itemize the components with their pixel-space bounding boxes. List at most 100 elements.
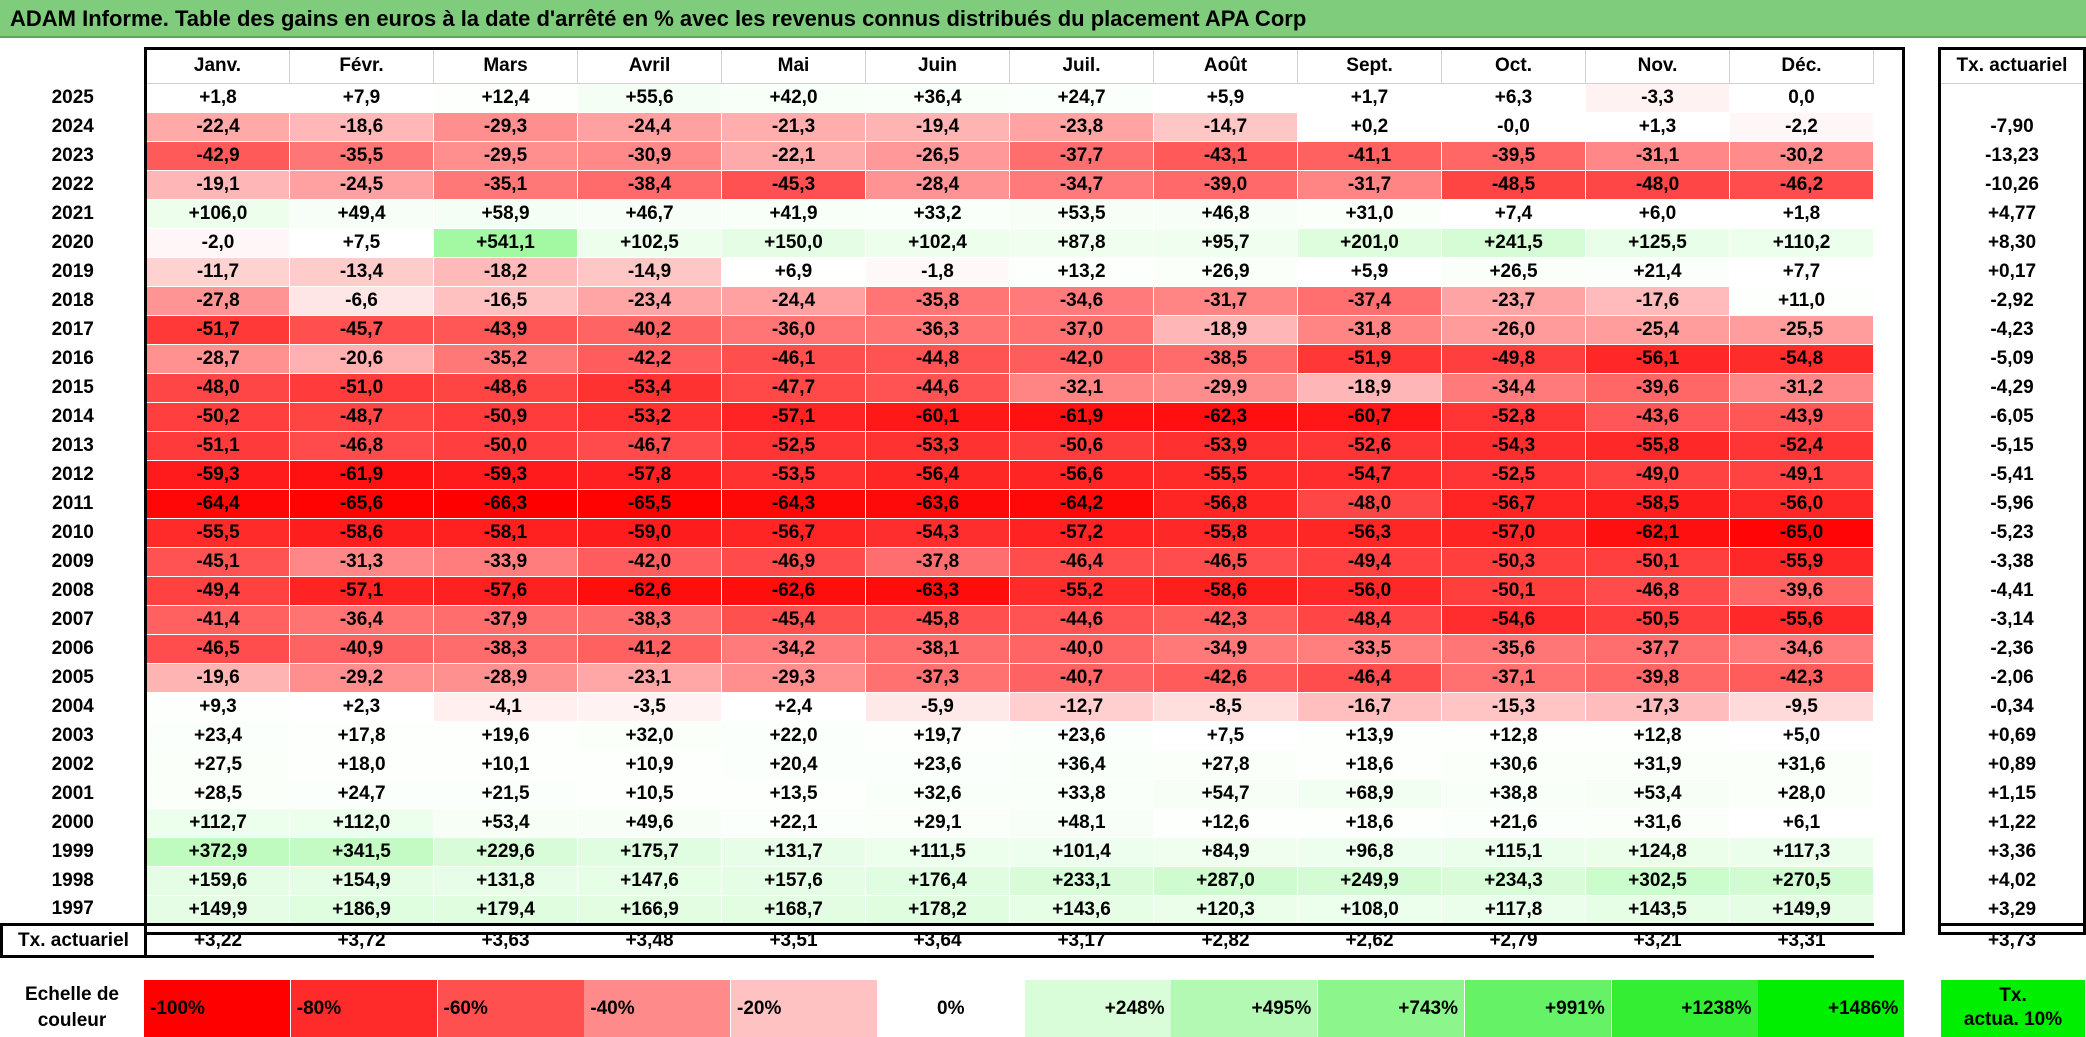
year-label: 2017: [1, 315, 147, 345]
tx-value: -13,23: [1938, 141, 2086, 171]
gain-cell: +53,4: [1585, 779, 1730, 809]
year-label: 2006: [1, 634, 147, 664]
gain-cell: -9,5: [1729, 692, 1874, 722]
gain-cell: +21,6: [1441, 808, 1586, 838]
year-label: 1999: [1, 837, 147, 867]
gain-cell: -26,0: [1441, 315, 1586, 345]
gain-cell: +1,8: [145, 83, 290, 113]
footer-tx-value: +2,79: [1441, 923, 1586, 958]
color-scale-swatch: -20%: [731, 980, 877, 1037]
gain-cell: +131,7: [721, 837, 866, 867]
gain-cell: +149,9: [145, 895, 290, 925]
gain-cell: -41,1: [1297, 141, 1442, 171]
gain-cell: +179,4: [433, 895, 578, 925]
gain-cell: -56,8: [1153, 489, 1298, 519]
gain-cell: +10,1: [433, 750, 578, 780]
tx-value: -4,23: [1938, 315, 2086, 345]
report-title: ADAM Informe. Table des gains en euros à…: [0, 0, 2086, 38]
gain-cell: -46,2: [1729, 170, 1874, 200]
gain-cell: -56,7: [721, 518, 866, 548]
year-row: 2004 +9,3 +2,3 -4,1 -3,5 +2,4 -5,9 -12,7 -8,5 -16…: [1, 692, 1874, 722]
year-label: 2013: [1, 431, 147, 461]
tx-value: +3,36: [1938, 837, 2086, 867]
gain-cell: +84,9: [1153, 837, 1298, 867]
gain-cell: -58,5: [1585, 489, 1730, 519]
gain-cell: +147,6: [577, 866, 722, 896]
gain-cell: -57,6: [433, 576, 578, 606]
gain-cell: -60,7: [1297, 402, 1442, 432]
gain-cell: -45,4: [721, 605, 866, 635]
tx-value: -4,29: [1938, 373, 2086, 403]
gain-cell: -62,6: [721, 576, 866, 606]
gain-cell: +117,3: [1729, 837, 1874, 867]
year-row: 2013 -51,1 -46,8 -50,0 -46,7 -52,5 -53,3 -50,6-…: [1, 431, 1874, 461]
gain-cell: -37,8: [865, 547, 1010, 577]
gain-cell: -42,9: [145, 141, 290, 171]
gain-cell: -37,4: [1297, 286, 1442, 316]
gain-cell: +26,9: [1153, 257, 1298, 287]
gain-cell: +131,8: [433, 866, 578, 896]
tx-value: +3,29: [1938, 895, 2086, 925]
gain-cell: +7,9: [289, 83, 434, 113]
gain-cell: +19,6: [433, 721, 578, 751]
gain-cell: -14,9: [577, 257, 722, 287]
tx-value: -5,09: [1938, 344, 2086, 374]
gain-cell: -42,0: [1009, 344, 1154, 374]
gain-cell: -57,2: [1009, 518, 1154, 548]
gain-cell: -38,3: [577, 605, 722, 635]
month-header: Mars: [433, 47, 578, 84]
gain-cell: +143,5: [1585, 895, 1730, 925]
gain-cell: -0,0: [1441, 112, 1586, 142]
tx-value: -10,26: [1938, 170, 2086, 200]
gain-cell: +241,5: [1441, 228, 1586, 258]
gain-cell: -14,7: [1153, 112, 1298, 142]
gain-cell: -35,6: [1441, 634, 1586, 664]
gain-cell: -53,2: [577, 402, 722, 432]
month-header: Juin: [865, 47, 1010, 84]
gain-cell: -49,0: [1585, 460, 1730, 490]
tx-value: -5,41: [1938, 460, 2086, 490]
gain-cell: -34,7: [1009, 170, 1154, 200]
year-row: 2014 -50,2 -48,7 -50,9 -53,2 -57,1 -60,1 -61,9-…: [1, 402, 1874, 432]
gain-cell: -23,1: [577, 663, 722, 693]
gain-cell: -48,4: [1297, 605, 1442, 635]
gain-cell: -54,3: [865, 518, 1010, 548]
tx-scale-line2: actua. 10%: [1963, 1009, 2063, 1030]
color-scale-swatch: -80%: [290, 980, 437, 1037]
gain-cell: -64,2: [1009, 489, 1154, 519]
gain-cell: -31,2: [1729, 373, 1874, 403]
gain-cell: +21,5: [433, 779, 578, 809]
gain-cell: -28,9: [433, 663, 578, 693]
gain-cell: -28,7: [145, 344, 290, 374]
tx-value: -6,05: [1938, 402, 2086, 432]
footer-row: Tx. actuariel +3,22 +3,72 +3,63 +3,48 +3,51 +…: [0, 923, 1874, 958]
tx-value: +1,15: [1938, 779, 2086, 809]
year-row: 2011 -64,4 -65,6 -66,3 -65,5 -64,3 -63,6 -64,2-…: [1, 489, 1874, 519]
gain-cell: -38,4: [577, 170, 722, 200]
year-row: 1997 +149,9 +186,9 +179,4 +166,9 +168,7 +178,2…: [1, 895, 1874, 925]
gain-cell: -56,1: [1585, 344, 1730, 374]
gain-cell: +28,5: [145, 779, 290, 809]
gain-cell: -18,2: [433, 257, 578, 287]
gain-cell: -65,5: [577, 489, 722, 519]
gain-cell: +229,6: [433, 837, 578, 867]
color-scale-label-line2: couleur: [37, 1010, 107, 1031]
color-scale-label: Echelle de couleur: [0, 980, 144, 1037]
gain-cell: +68,9: [1297, 779, 1442, 809]
color-scale-label-line1: Echelle de: [25, 984, 119, 1005]
footer-tx-value: +3,51: [721, 923, 866, 958]
gain-cell: +13,5: [721, 779, 866, 809]
year-row: 2023 -42,9 -35,5 -29,5 -30,9 -22,1 -26,5 -37,7-…: [1, 141, 1874, 171]
year-row: 2003 +23,4 +17,8 +19,6 +32,0 +22,0 +19,7 +23,6 +…: [1, 721, 1874, 751]
gain-cell: -64,3: [721, 489, 866, 519]
gain-cell: -51,9: [1297, 344, 1442, 374]
month-header: Sept.: [1297, 47, 1442, 84]
gain-cell: +2,3: [289, 692, 434, 722]
year-label: 2002: [1, 750, 147, 780]
gain-cell: +23,4: [145, 721, 290, 751]
gain-cell: +24,7: [1009, 83, 1154, 113]
gain-cell: +13,2: [1009, 257, 1154, 287]
year-row: 2001 +28,5 +24,7 +21,5 +10,5 +13,5 +32,6 +33,8 +…: [1, 779, 1874, 809]
gain-cell: -25,4: [1585, 315, 1730, 345]
gain-cell: -18,9: [1297, 373, 1442, 403]
